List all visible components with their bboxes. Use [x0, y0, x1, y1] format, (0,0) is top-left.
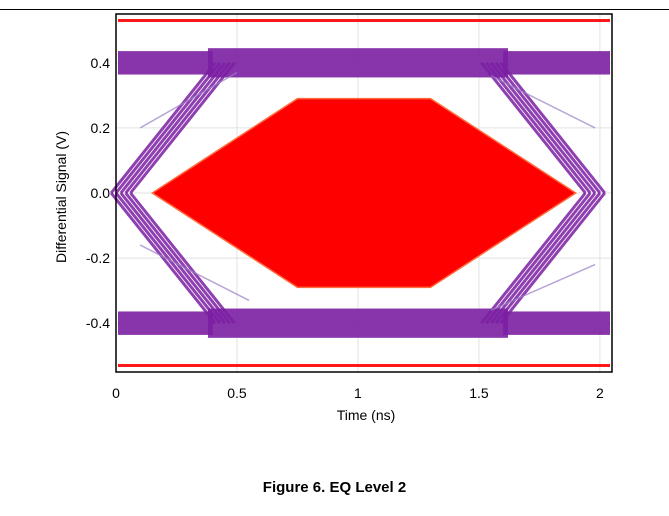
chart-svg: 0 0.5 1 1.5 2 0.4 0.2 0.0 -0.2 -0.4 Time (ns) Dif… — [53, 13, 613, 423]
eye-left-rising-trace — [119, 61, 227, 194]
y-tick-label: -0.2 — [86, 250, 110, 266]
eye-right-rising-trace — [499, 192, 606, 325]
figure-caption: Figure 6. EQ Level 2 — [262, 479, 407, 496]
eye-low-rail — [207, 308, 508, 338]
eye-right-falling-trace — [480, 61, 587, 194]
eye-left-falling-trace — [109, 192, 217, 325]
eye-left-rising-trace — [109, 61, 217, 194]
eye-right-falling-trace — [494, 61, 602, 194]
eye-left-falling-trace — [114, 192, 222, 325]
eye-right-rising-trace — [494, 192, 602, 325]
x-tick-label: 0 — [112, 385, 120, 401]
eye-mask — [150, 97, 578, 289]
eye-right-falling-trace — [485, 61, 592, 194]
eye-stray-trace — [139, 71, 238, 129]
plot-area — [109, 14, 612, 372]
top-rule — [0, 9, 669, 10]
x-axis-label: Time (ns) — [337, 407, 396, 423]
eye-left-falling-trace — [124, 192, 231, 325]
eye-left-rising-trace — [124, 61, 231, 194]
eye-stray-trace — [490, 263, 596, 311]
y-tick-label: -0.4 — [86, 315, 110, 331]
y-tick-label: 0.2 — [91, 120, 111, 136]
eye-right-rising-trace — [485, 192, 592, 325]
eye-right-rising-trace — [489, 192, 597, 325]
x-tick-label: 0.5 — [227, 385, 247, 401]
eye-low-rail-right — [503, 311, 610, 335]
eye-left-falling-trace — [129, 192, 236, 325]
eye-left-rising-trace — [114, 61, 222, 194]
eye-stray-trace — [490, 75, 596, 129]
x-tick-label: 1.5 — [469, 385, 489, 401]
y-axis-label: Differential Signal (V) — [53, 131, 69, 263]
eye-high-rail — [207, 48, 508, 78]
y-tick-label: 0.0 — [91, 185, 111, 201]
x-tick-label: 1 — [354, 385, 362, 401]
eye-right-rising-trace — [480, 192, 587, 325]
axes: 0 0.5 1 1.5 2 0.4 0.2 0.0 -0.2 -0.4 — [86, 13, 613, 401]
x-tick-label: 2 — [596, 385, 604, 401]
eye-diagram-chart: 0 0.5 1 1.5 2 0.4 0.2 0.0 -0.2 -0.4 Time (ns) Dif… — [53, 13, 613, 423]
eye-right-falling-trace — [499, 61, 606, 194]
eye-high-rail-right — [503, 51, 610, 75]
eye-left-falling-trace — [119, 192, 227, 325]
eye-stray-trace — [139, 244, 250, 302]
plot-frame — [115, 13, 613, 373]
eye-low-rail-left — [118, 311, 213, 335]
eye-high-rail-left — [118, 51, 213, 75]
y-tick-label: 0.4 — [91, 55, 111, 71]
